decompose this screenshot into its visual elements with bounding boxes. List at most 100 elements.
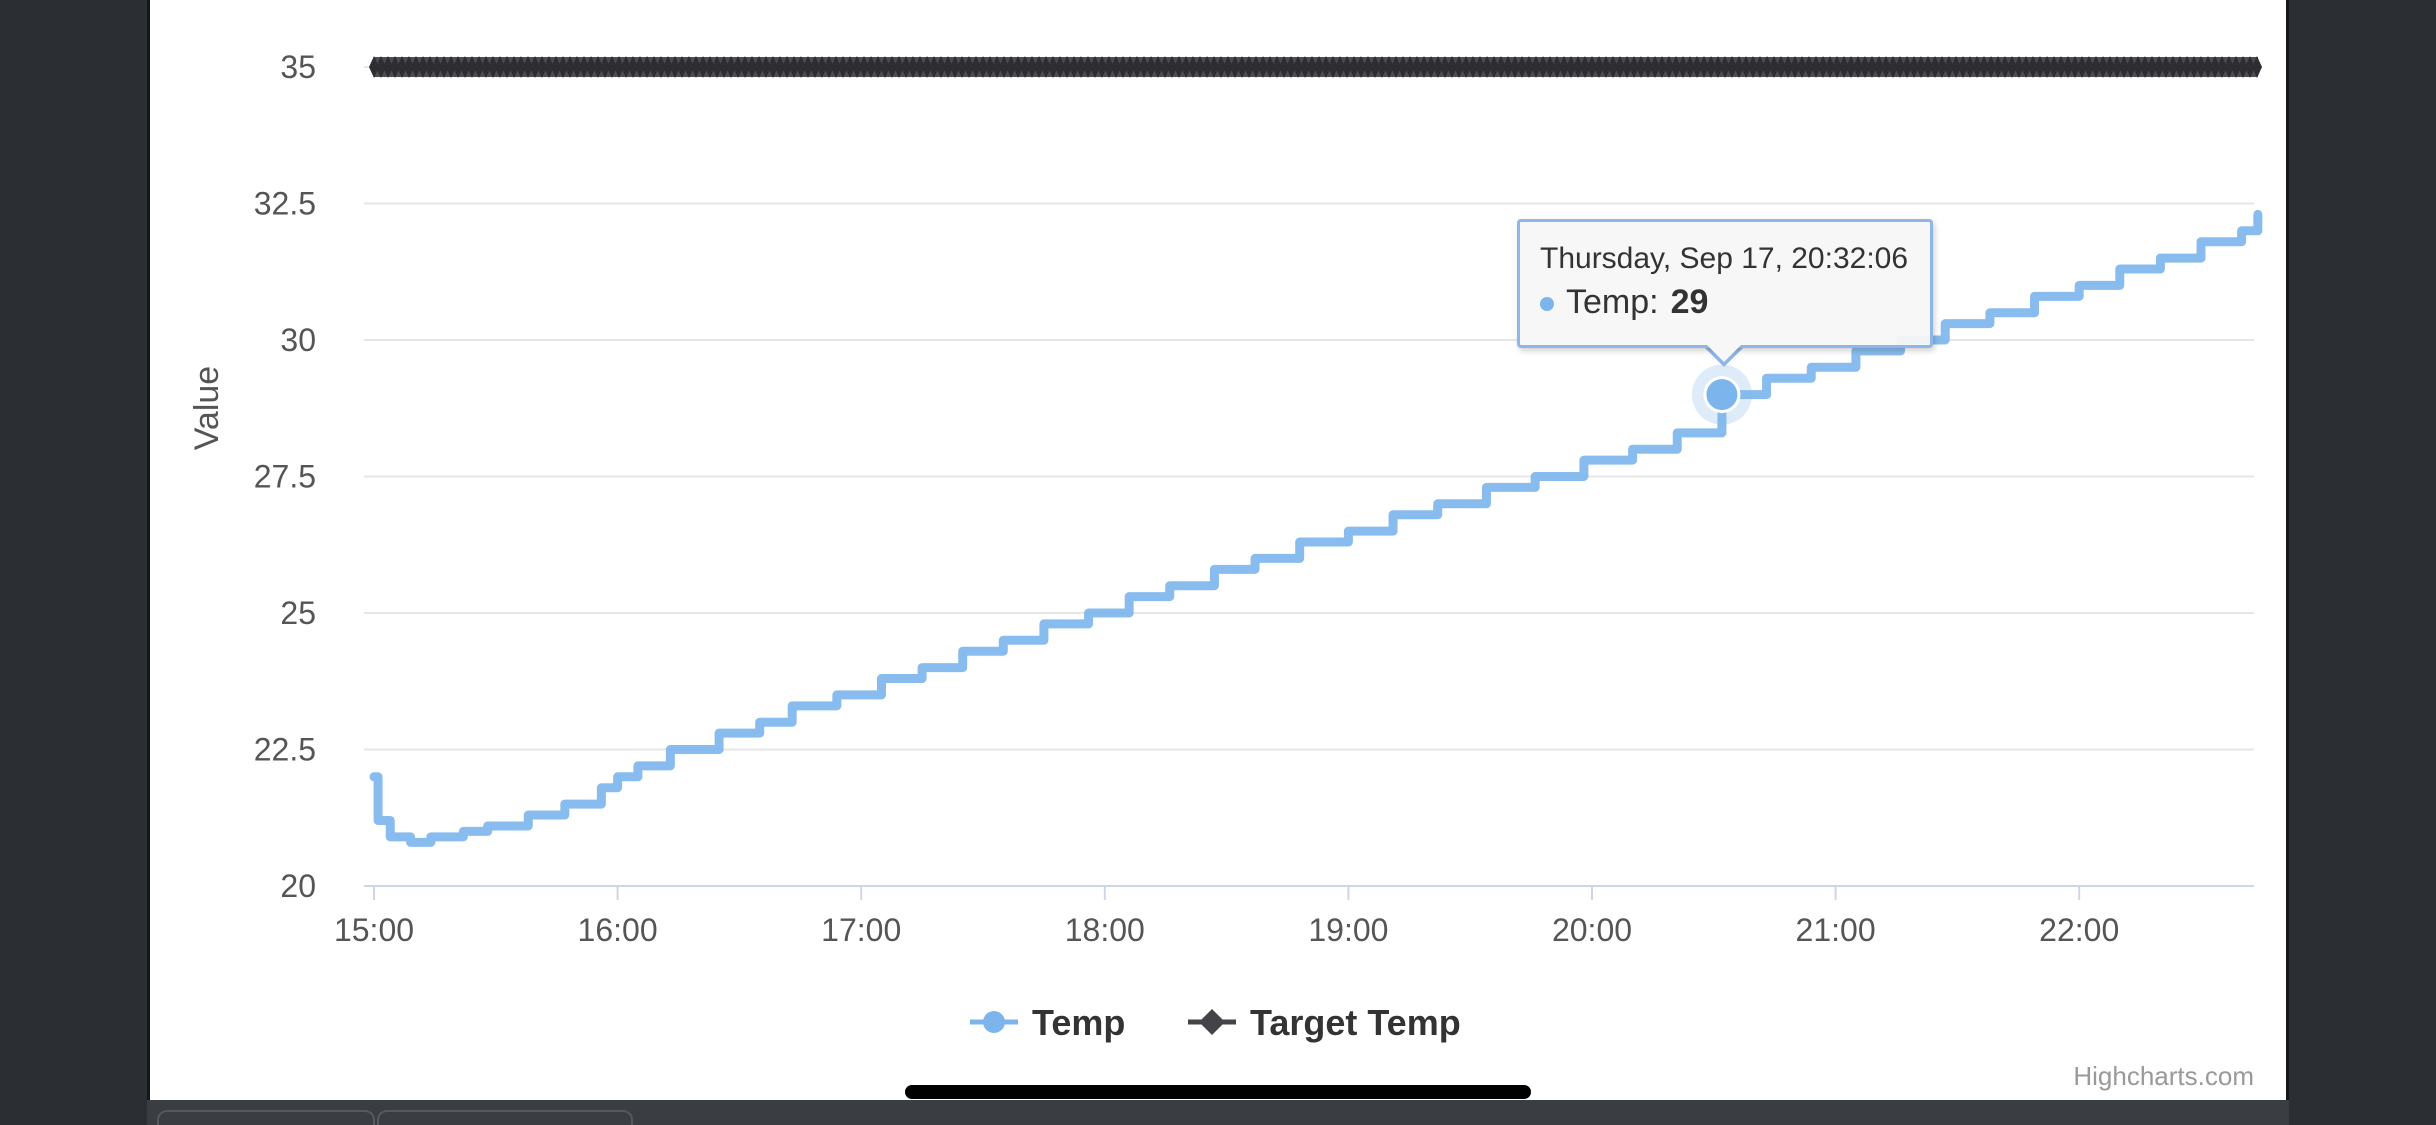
bottom-tab-2[interactable] [377, 1110, 633, 1125]
series-point-marker [691, 56, 701, 78]
series-point-marker [677, 56, 687, 78]
series-layer [369, 56, 2263, 847]
series-point-marker [922, 56, 932, 78]
series-point-marker [1951, 56, 1961, 78]
series-point-marker [1937, 56, 1947, 78]
series-point-marker [1790, 56, 1800, 78]
series-point-marker [1069, 56, 1079, 78]
series-point-marker [432, 56, 442, 78]
series-point-marker [1986, 56, 1996, 78]
series-point-marker [985, 56, 995, 78]
series-point-marker [1783, 56, 1793, 78]
x-tick-label: 21:00 [1796, 912, 1876, 948]
series-point-marker [1545, 56, 1555, 78]
series-point-marker [999, 56, 1009, 78]
series-point-marker [656, 56, 666, 78]
series-point-marker [537, 56, 547, 78]
series-point-marker [2007, 56, 2017, 78]
series-point-marker [908, 56, 918, 78]
series-point-marker [1692, 56, 1702, 78]
series-point-marker [698, 56, 708, 78]
series-point-marker [2021, 56, 2031, 78]
series-point-marker [1797, 56, 1807, 78]
series-point-marker [796, 56, 806, 78]
series-point-marker [1678, 56, 1688, 78]
series-point-marker [2231, 56, 2241, 78]
series-point-marker [1300, 56, 1310, 78]
series-point-marker [1601, 56, 1611, 78]
series-point-marker [2203, 56, 2213, 78]
y-tick-label: 27.5 [254, 459, 316, 495]
series-point-marker [1867, 56, 1877, 78]
tooltip-arrow-fill [1706, 344, 1742, 362]
series-point-marker [1132, 56, 1142, 78]
series-point-marker [1930, 56, 1940, 78]
x-tick-label: 15:00 [334, 912, 414, 948]
series-point-marker [2000, 56, 2010, 78]
series-point-marker [964, 56, 974, 78]
series-line-temp [369, 209, 2263, 847]
series-point-marker [1825, 56, 1835, 78]
series-point-marker [775, 56, 785, 78]
series-point-marker [481, 56, 491, 78]
series-point-marker [1195, 56, 1205, 78]
series-point-marker [936, 56, 946, 78]
series-point-marker [1846, 56, 1856, 78]
series-point-marker [1615, 56, 1625, 78]
legend-circle-icon [983, 1011, 1005, 1033]
series-point-marker [1321, 56, 1331, 78]
series-point-marker [1489, 56, 1499, 78]
legend-diamond-icon [1199, 1009, 1225, 1035]
series-point-marker [2182, 56, 2192, 78]
series-point-marker [600, 56, 610, 78]
credits-link[interactable]: Highcharts.com [2073, 1061, 2254, 1091]
series-point-marker [1104, 56, 1114, 78]
series-point-marker [1405, 56, 1415, 78]
series-point-marker [1874, 56, 1884, 78]
series-point-marker [1888, 56, 1898, 78]
series-point-marker [1363, 56, 1373, 78]
series-point-marker [453, 56, 463, 78]
series-point-marker [1041, 56, 1051, 78]
series-point-marker [1538, 56, 1548, 78]
series-point-marker [1223, 56, 1233, 78]
series-point-marker [404, 56, 414, 78]
home-indicator[interactable] [905, 1085, 1531, 1099]
series-point-marker [803, 56, 813, 78]
y-axis-title: Value [188, 366, 226, 450]
series-point-marker [1090, 56, 1100, 78]
legend-item-temp[interactable]: Temp [970, 1002, 1125, 1043]
series-point-marker [502, 56, 512, 78]
series-point-marker [1335, 56, 1345, 78]
series-point-marker [2189, 56, 2199, 78]
series-point-marker [2224, 56, 2234, 78]
legend-item-target-temp[interactable]: Target Temp [1188, 1002, 1461, 1043]
series-point-marker [1440, 56, 1450, 78]
hover-marker [1691, 364, 1752, 425]
legend-label: Target Temp [1250, 1002, 1461, 1043]
series-point-marker [1293, 56, 1303, 78]
series-point-marker [1258, 56, 1268, 78]
bottom-tab-1[interactable] [157, 1110, 375, 1125]
series-point-marker [1699, 56, 1709, 78]
series-point-marker [873, 56, 883, 78]
series-point-marker [1139, 56, 1149, 78]
series-point-marker [558, 56, 568, 78]
series-point-marker [1629, 56, 1639, 78]
series-point-marker [894, 56, 904, 78]
tooltip: Thursday, Sep 17, 20:32:06 Temp: 29 [1517, 219, 1933, 348]
series-point-marker [411, 56, 421, 78]
series-point-marker [1426, 56, 1436, 78]
card-right-border [2286, 0, 2289, 1100]
series-point-marker [1265, 56, 1275, 78]
series-point-marker [1944, 56, 1954, 78]
legend[interactable]: Temp Target Temp [970, 1002, 1461, 1043]
series-point-marker [1580, 56, 1590, 78]
series-point-marker [1314, 56, 1324, 78]
series-point-marker [635, 56, 645, 78]
series-point-marker [719, 56, 729, 78]
series-point-marker [1993, 56, 2003, 78]
series-point-marker [859, 56, 869, 78]
